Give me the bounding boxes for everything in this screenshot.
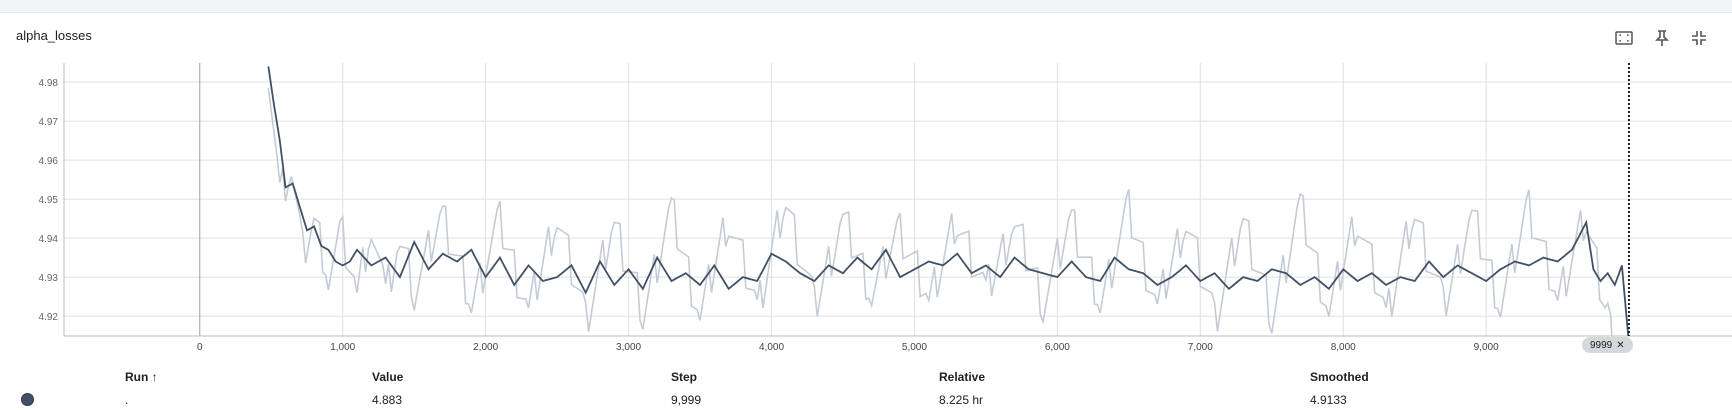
row-relative: 8.225 hr <box>939 393 984 407</box>
hover-step-label: 9999 <box>1590 339 1613 351</box>
y-tick-label: 4.92 <box>39 312 59 323</box>
y-tick-label: 4.95 <box>39 195 59 206</box>
header-run[interactable]: Run ↑ <box>125 370 158 384</box>
pin-button[interactable] <box>1649 25 1675 51</box>
header-value[interactable]: Value <box>372 370 404 384</box>
run-color-dot <box>21 393 34 406</box>
x-tick-label: 3,000 <box>616 342 641 353</box>
y-tick-label: 4.97 <box>39 117 59 128</box>
pin-icon <box>1655 30 1669 46</box>
hover-step-chip[interactable]: 9999 ✕ <box>1582 337 1633 353</box>
y-tick-label: 4.98 <box>39 78 59 89</box>
collapse-button[interactable] <box>1686 25 1712 51</box>
row-run: . <box>125 393 129 407</box>
x-tick-label: 6,000 <box>1045 342 1070 353</box>
x-tick-label: 8,000 <box>1331 342 1356 353</box>
header-step[interactable]: Step <box>671 370 698 384</box>
header-relative[interactable]: Relative <box>939 370 986 384</box>
row-value: 4.883 <box>372 393 403 407</box>
raw-series-line <box>267 87 1613 336</box>
card-title: alpha_losses <box>16 28 92 43</box>
fit-to-data-button[interactable] <box>1611 25 1637 51</box>
y-tick-label: 4.94 <box>39 234 59 245</box>
x-tick-label: 0 <box>197 342 203 353</box>
row-step: 9,999 <box>671 393 702 407</box>
x-tick-label: 7,000 <box>1188 342 1213 353</box>
row-smoothed: 4.9133 <box>1310 393 1347 407</box>
fit-to-data-icon <box>1615 31 1633 45</box>
close-icon[interactable]: ✕ <box>1616 339 1625 351</box>
collapse-icon <box>1692 31 1706 45</box>
x-tick-label: 5,000 <box>902 342 927 353</box>
x-tick-label: 2,000 <box>473 342 498 353</box>
x-tick-label: 1,000 <box>330 342 355 353</box>
x-tick-label: 9,000 <box>1474 342 1499 353</box>
smoothed-series-line <box>267 66 1630 336</box>
y-tick-label: 4.96 <box>39 156 59 167</box>
scalar-card: alpha_losses 4.92 4.93 4.94 4.95 4.96 4.97 4.9… <box>0 12 1732 410</box>
header-smoothed[interactable]: Smoothed <box>1310 370 1369 384</box>
line-chart[interactable]: 4.92 4.93 4.94 4.95 4.96 4.97 4.98 0 1,000 2,000 3… <box>0 53 1732 358</box>
x-tick-label: 4,000 <box>759 342 784 353</box>
y-tick-label: 4.93 <box>39 273 59 284</box>
